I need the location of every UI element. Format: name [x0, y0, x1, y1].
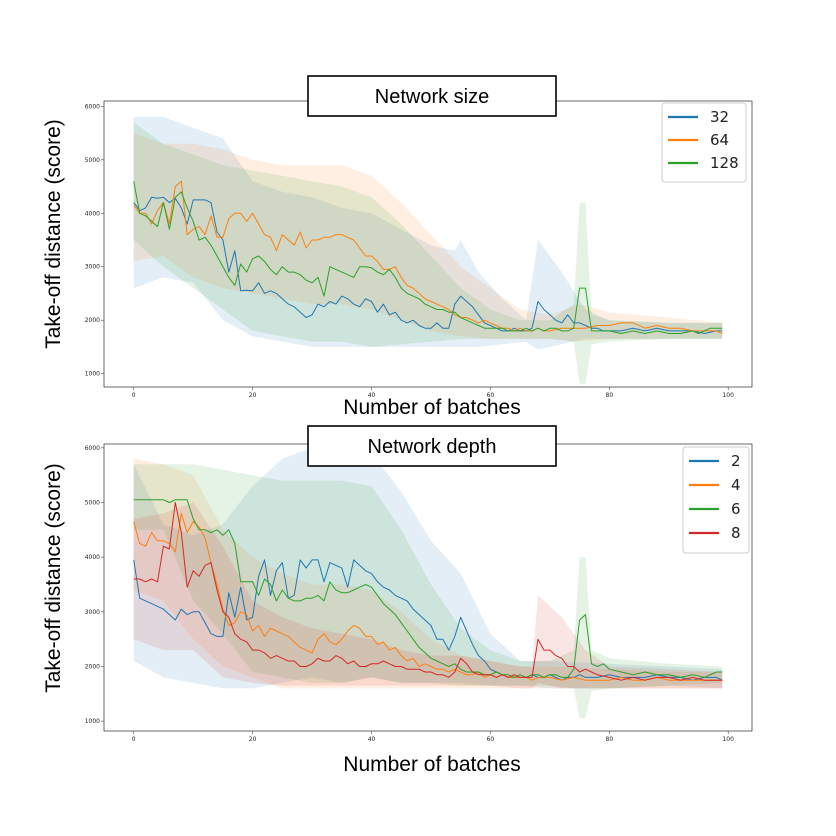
legend-label-64: 64: [710, 131, 729, 149]
y-tick-label: 1000: [85, 718, 100, 725]
y-tick-label: 4000: [85, 554, 100, 561]
series-lines: [133, 180, 723, 334]
line-series-2: [133, 559, 723, 681]
x-tick-label: 80: [606, 736, 614, 743]
y-tick-label: 3000: [85, 609, 100, 616]
y-ticks: 1000 2000 3000 4000 5000 6000: [85, 103, 104, 378]
chart-title: Network depth: [368, 436, 497, 458]
x-tick-label: 60: [487, 392, 495, 399]
legend: 2 4 6 8: [682, 446, 750, 554]
line-series-64: [133, 180, 723, 334]
band-series-8: [133, 502, 723, 689]
y-axis-label: Take-off distance (score): [42, 119, 65, 349]
line-series-4: [133, 512, 723, 681]
line-series-32: [133, 196, 723, 334]
x-ticks: 0 20 40 60 80 100: [132, 731, 734, 743]
legend-label-8: 8: [731, 524, 741, 542]
legend: 32 64 128: [661, 102, 747, 183]
legend-label-32: 32: [710, 108, 729, 126]
y-tick-label: 2000: [85, 317, 100, 324]
title-box: [307, 75, 557, 117]
confidence-bands: [133, 117, 723, 385]
x-axis-label: Number of batches: [343, 396, 520, 419]
band-series-4: [133, 458, 723, 689]
x-tick-label: 40: [368, 736, 376, 743]
x-axis-label: Number of batches: [343, 753, 520, 776]
band-series-32: [133, 117, 723, 350]
legend-label-2: 2: [731, 452, 741, 470]
series-lines: [133, 499, 723, 681]
x-tick-label: 0: [132, 736, 136, 743]
y-tick-label: 6000: [85, 445, 100, 452]
line-series-8: [133, 502, 723, 681]
band-series-2: [133, 447, 723, 689]
x-tick-label: 60: [487, 736, 495, 743]
x-tick-label: 100: [722, 736, 734, 743]
chart-network-depth: 0 20 40 60 80 100 1000 2000 3000 4000 5000 6000 Ne…: [42, 425, 753, 776]
y-tick-label: 2000: [85, 663, 100, 670]
x-tick-label: 100: [722, 392, 734, 399]
x-tick-label: 0: [132, 392, 136, 399]
y-tick-label: 6000: [85, 103, 100, 110]
y-tick-label: 5000: [85, 499, 100, 506]
y-ticks: 1000 2000 3000 4000 5000 6000: [85, 445, 104, 725]
chart-network-size: 0 20 40 60 80 100 1000 2000 3000 4000 5000 6000 Ne…: [42, 75, 753, 419]
line-series-6: [133, 499, 723, 678]
y-tick-label: 1000: [85, 371, 100, 378]
y-tick-label: 4000: [85, 210, 100, 217]
legend-box: [682, 446, 750, 554]
chart-title: Network size: [375, 86, 489, 108]
line-series-128: [133, 181, 723, 334]
x-tick-label: 20: [249, 392, 257, 399]
y-axis-label: Take-off distance (score): [42, 463, 65, 693]
legend-label-128: 128: [710, 154, 739, 172]
x-tick-label: 40: [368, 392, 376, 399]
y-tick-label: 5000: [85, 157, 100, 164]
x-tick-label: 80: [606, 392, 614, 399]
band-series-64: [133, 133, 723, 342]
y-tick-label: 3000: [85, 264, 100, 271]
x-tick-label: 20: [249, 736, 257, 743]
title-box: [307, 425, 557, 467]
legend-label-6: 6: [731, 500, 741, 518]
x-ticks: 0 20 40 60 80 100: [132, 387, 734, 399]
legend-label-4: 4: [731, 476, 741, 494]
